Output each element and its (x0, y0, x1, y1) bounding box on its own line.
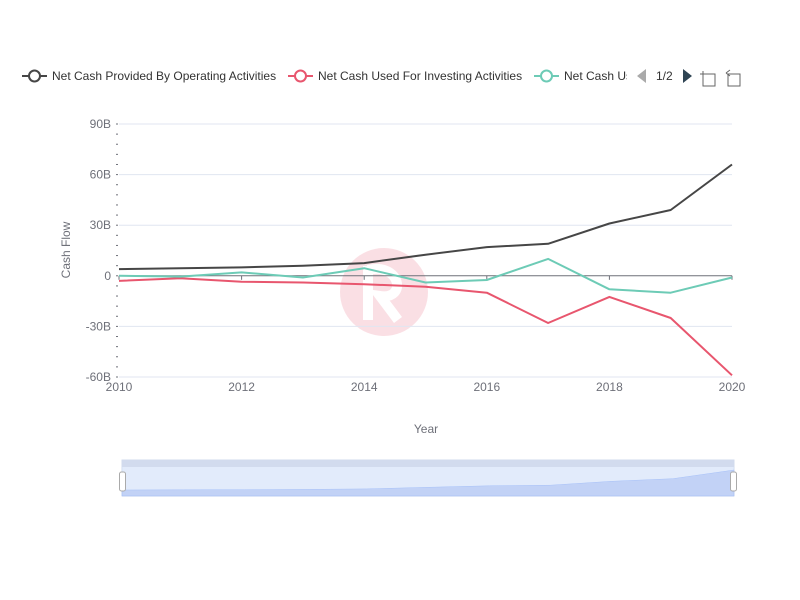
data-zoom-icon[interactable] (700, 71, 716, 87)
triangle-left-icon[interactable] (637, 69, 646, 83)
y-tick-label: -60B (86, 370, 111, 384)
x-tick-label: 2010 (106, 380, 133, 394)
triangle-right-icon[interactable] (683, 69, 692, 83)
legend-marker-icon (28, 69, 41, 83)
y-axis-title: Cash Flow (59, 221, 73, 278)
toolbox (700, 69, 741, 87)
series-line[interactable] (118, 257, 733, 294)
x-axis-title: Year (414, 422, 438, 436)
x-tick-label: 2014 (351, 380, 378, 394)
y-tick-label: 60B (90, 168, 111, 182)
y-tick-label: 90B (90, 117, 111, 131)
legend-label: Net Cash Used For Investing Activities (318, 69, 522, 83)
legend-item[interactable]: Net Cash Us (534, 69, 632, 83)
watermark-logo (340, 248, 428, 336)
x-tick-label: 2020 (719, 380, 746, 394)
slider-move-handle[interactable] (122, 460, 734, 467)
zoom-reset-icon[interactable] (725, 69, 741, 87)
series-line[interactable] (118, 163, 733, 271)
data-zoom-slider[interactable] (119, 459, 737, 497)
legend-marker-icon (294, 69, 307, 83)
legend-item[interactable]: Net Cash Used For Investing Activities (288, 69, 522, 83)
legend-pager: 1/2 (637, 69, 692, 83)
legend-marker-icon (540, 69, 553, 83)
x-axis: 2010 2012 2014 2016 2018 2020 (106, 275, 746, 394)
slider-handle-left[interactable] (119, 471, 126, 492)
grid-lines (119, 123, 732, 378)
slider-data-preview (121, 469, 735, 497)
x-tick-label: 2018 (596, 380, 623, 394)
y-axis: 90B 60B 30B 0 -30B -60B (86, 117, 118, 384)
y-tick-label: -30B (86, 319, 111, 333)
legend-page-indicator: 1/2 (656, 69, 673, 83)
slider-handle-right[interactable] (730, 471, 737, 492)
x-tick-label: 2016 (473, 380, 500, 394)
y-tick-label: 30B (90, 218, 111, 232)
series-line[interactable] (118, 277, 733, 377)
y-tick-label: 0 (104, 269, 111, 283)
legend-label: Net Cash Us (564, 69, 632, 83)
x-tick-label: 2012 (228, 380, 255, 394)
legend: Net Cash Provided By Operating Activitie… (22, 69, 632, 83)
legend-item[interactable]: Net Cash Provided By Operating Activitie… (22, 69, 276, 83)
series-lines (118, 163, 733, 377)
legend-label: Net Cash Provided By Operating Activitie… (52, 69, 276, 83)
